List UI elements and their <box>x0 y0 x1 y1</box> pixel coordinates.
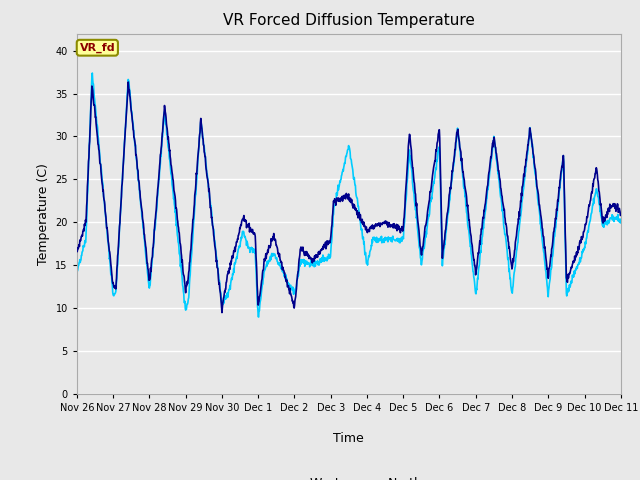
Title: VR Forced Diffusion Temperature: VR Forced Diffusion Temperature <box>223 13 475 28</box>
Legend: West, North: West, North <box>269 472 428 480</box>
X-axis label: Time: Time <box>333 432 364 445</box>
Text: VR_fd: VR_fd <box>79 43 115 53</box>
Y-axis label: Temperature (C): Temperature (C) <box>36 163 50 264</box>
